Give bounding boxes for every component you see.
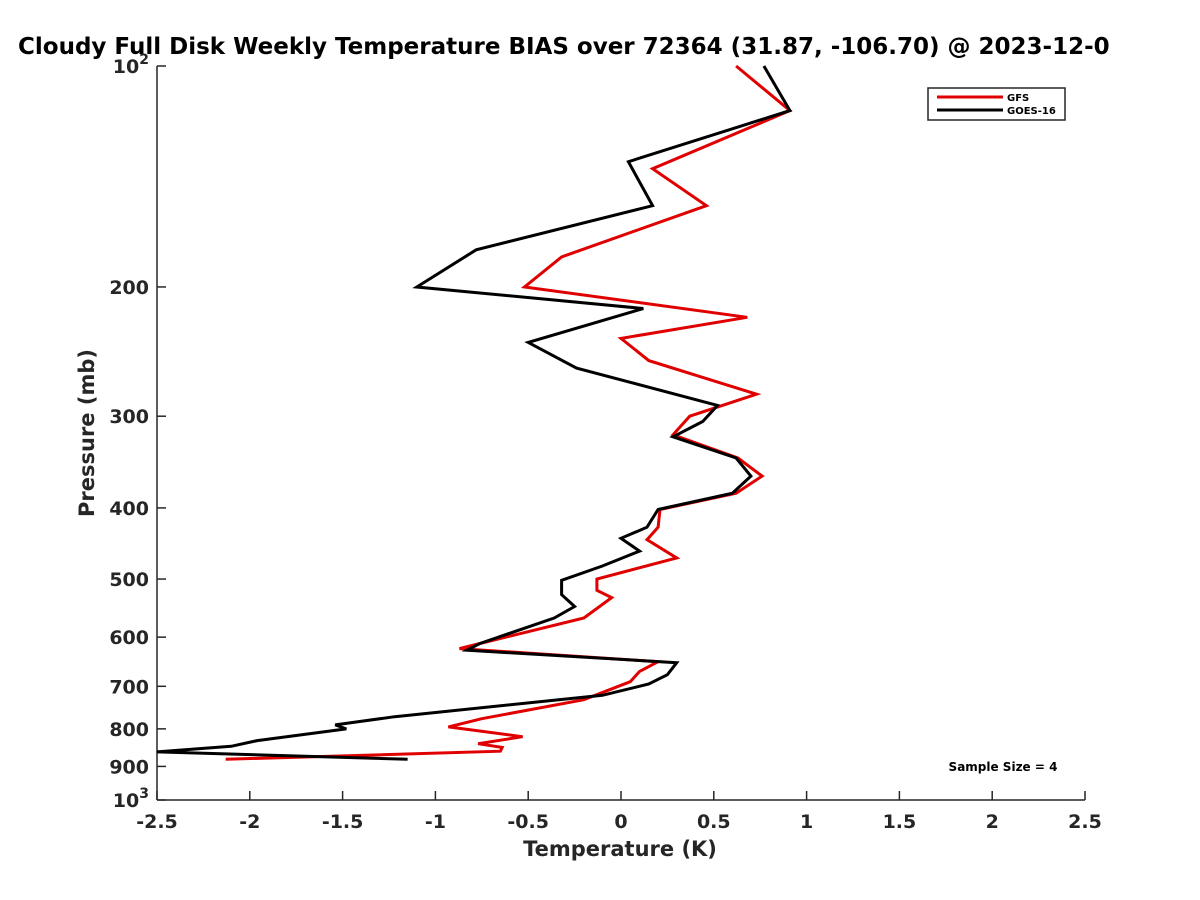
x-tick-label: 0.5	[697, 811, 731, 833]
x-tick-label: 2.5	[1068, 811, 1102, 833]
y-axis-label: Pressure (mb)	[75, 349, 99, 517]
legend-label: GOES-16	[1007, 106, 1056, 117]
series-line-goes-16	[156, 65, 793, 761]
legend-label: GFS	[1007, 93, 1029, 104]
x-tick-label: -0.5	[507, 811, 549, 833]
y-tick-label: 400	[109, 498, 149, 520]
series-line-gfs	[225, 64, 793, 761]
axes: -2.5 -2 -1.5 -1 -0.5 0 0.5 1 1.5 2 2.5 102 200 300 400…	[109, 52, 1102, 833]
y-tick-label: 102	[113, 52, 149, 78]
y-tick-label: 300	[109, 406, 149, 428]
x-tick-label: 2	[986, 811, 999, 833]
y-tick-label: 800	[109, 719, 149, 741]
series-lines	[156, 64, 793, 761]
legend: GFS GOES-16	[927, 87, 1066, 121]
legend-box	[927, 87, 1066, 121]
y-tick-label: 700	[109, 676, 149, 698]
y-tick-label: 900	[109, 756, 149, 778]
y-tick-label: 600	[109, 627, 149, 649]
y-tick-label: 200	[109, 277, 149, 299]
x-tick-label: 0	[614, 811, 627, 833]
x-tick-label: -2.5	[136, 811, 178, 833]
chart-title: Cloudy Full Disk Weekly Temperature BIAS…	[18, 34, 1110, 60]
y-tick-label: 500	[109, 569, 149, 591]
x-tick-label: -2	[239, 811, 260, 833]
y-tick-label: 103	[113, 786, 149, 812]
sample-size-annotation: Sample Size = 4	[949, 760, 1058, 774]
x-tick-label: 1	[800, 811, 813, 833]
x-tick-label: 1.5	[883, 811, 917, 833]
x-tick-label: -1.5	[322, 811, 364, 833]
x-tick-label: -1	[425, 811, 446, 833]
x-axis-label: Temperature (K)	[523, 837, 717, 861]
